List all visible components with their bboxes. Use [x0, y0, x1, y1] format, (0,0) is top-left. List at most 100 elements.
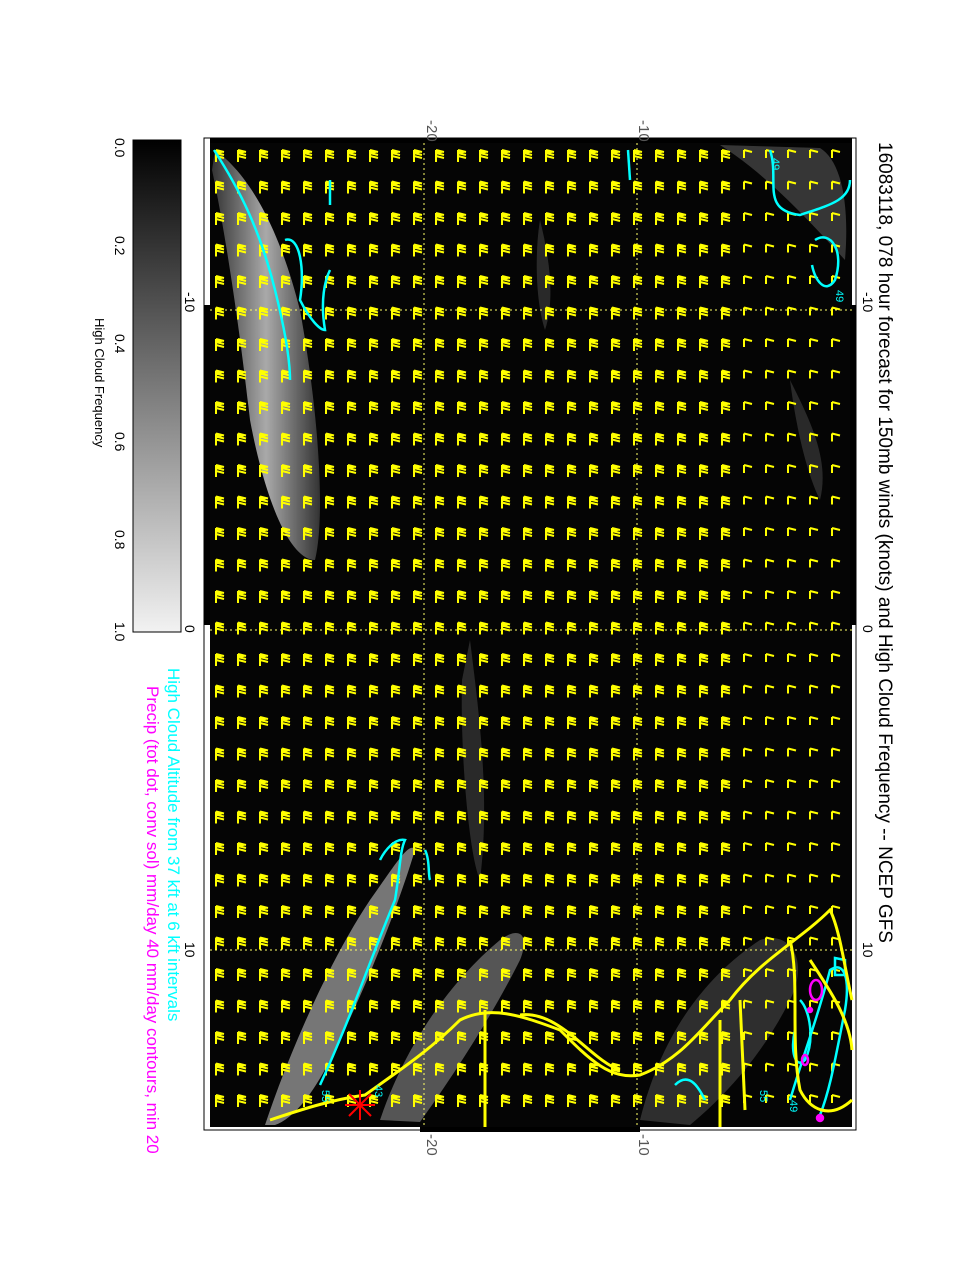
wind-barb-icon — [721, 243, 731, 257]
wind-barb-icon — [809, 905, 819, 914]
wind-barb-icon — [655, 873, 665, 887]
wind-barb-icon — [303, 621, 313, 635]
wind-barb-icon — [611, 779, 621, 792]
wind-barb-icon — [655, 716, 665, 729]
wind-barb-icon — [765, 1031, 775, 1040]
wind-barb-icon — [435, 1031, 445, 1044]
wind-barb-icon — [545, 464, 555, 477]
wind-barb-icon — [259, 590, 269, 603]
wind-barb-icon — [347, 999, 357, 1013]
wind-barb-icon — [215, 275, 225, 288]
wind-barb-icon — [347, 810, 357, 824]
wind-barb-icon — [281, 1094, 291, 1107]
wind-barb-icon — [435, 180, 445, 194]
wind-barb-icon — [787, 369, 797, 379]
wind-barb-icon — [325, 432, 335, 446]
wind-barb-icon — [831, 464, 841, 473]
colorbar-tick: 0.4 — [112, 334, 128, 354]
wind-barb-icon — [237, 1062, 247, 1076]
wind-barb-icon — [567, 716, 577, 729]
wind-barb-icon — [831, 590, 841, 599]
tick-left-1: -10 — [182, 292, 198, 313]
wind-barb-icon — [347, 1062, 357, 1076]
wind-barb-icon — [677, 149, 687, 162]
wind-barb-icon — [523, 999, 533, 1013]
wind-barb-icon — [567, 243, 577, 257]
wind-barb-icon — [369, 243, 379, 257]
wind-barb-icon — [589, 1031, 599, 1044]
wind-barb-icon — [391, 306, 401, 320]
wind-barb-icon — [391, 968, 401, 981]
wind-barb-icon — [457, 495, 467, 509]
wind-barb-icon — [501, 810, 511, 824]
wind-barb-icon — [391, 1031, 401, 1044]
wind-barb-icon — [787, 621, 797, 631]
wind-barb-icon — [413, 1031, 423, 1044]
wind-barb-icon — [501, 306, 511, 320]
wind-barb-icon — [457, 873, 467, 887]
wind-barb-icon — [479, 747, 489, 761]
wind-barb-icon — [677, 1062, 687, 1076]
tick-top-2: -10 — [635, 120, 652, 142]
wind-barb-icon — [325, 716, 335, 729]
wind-barb-icon — [501, 401, 511, 414]
wind-barb-icon — [809, 842, 819, 851]
wind-barb-icon — [611, 306, 621, 320]
wind-barb-icon — [743, 243, 753, 253]
wind-barb-icon — [237, 716, 247, 729]
wind-barb-icon — [523, 716, 533, 729]
wind-barb-icon — [655, 149, 665, 162]
wind-barb-icon — [215, 590, 225, 603]
wind-barb-icon — [237, 968, 247, 981]
wind-barb-icon — [523, 464, 533, 477]
wind-barb-icon — [523, 905, 533, 918]
wind-barb-icon — [831, 1031, 841, 1040]
wind-barb-icon — [699, 842, 709, 855]
wind-barb-icon — [611, 401, 621, 414]
wind-barb-icon — [391, 999, 401, 1013]
wind-barb-icon — [391, 905, 401, 918]
wind-barb-icon — [281, 275, 291, 288]
wind-barb-icon — [215, 495, 225, 509]
wind-barb-icon — [457, 212, 467, 225]
wind-barb-icon — [655, 527, 665, 540]
wind-barb-icon — [655, 653, 665, 666]
wind-barb-icon — [413, 779, 423, 792]
wind-barb-icon — [831, 212, 841, 221]
wind-barb-icon — [479, 369, 489, 383]
wind-barb-icon — [479, 936, 489, 950]
wind-barb-icon — [413, 495, 423, 509]
wind-barb-icon — [479, 999, 489, 1013]
wind-barb-icon — [215, 149, 225, 162]
wind-barb-icon — [215, 401, 225, 414]
contour-labels: 49 49 43 55 49 55 — [319, 158, 845, 1112]
colorbar-label: High Cloud Frequency — [92, 318, 107, 448]
wind-barb-icon — [347, 495, 357, 509]
wind-barb-icon — [413, 590, 423, 603]
wind-barb-icon — [699, 558, 709, 572]
wind-barb-icon — [501, 684, 511, 698]
wind-barb-icon — [369, 149, 379, 162]
wind-barb-icon — [633, 306, 643, 320]
wind-barb-icon — [633, 968, 643, 981]
wind-barb-icon — [479, 779, 489, 792]
wind-barb-icon — [435, 810, 445, 824]
wind-barb-icon — [501, 369, 511, 383]
wind-barb-icon — [589, 779, 599, 792]
colorbar-tick: 0.8 — [112, 530, 128, 550]
wind-barb-icon — [699, 968, 709, 981]
wind-barb-icon — [501, 495, 511, 509]
wind-barb-icon — [699, 275, 709, 288]
wind-barb-icon — [589, 968, 599, 981]
wind-barb-icon — [633, 180, 643, 194]
wind-barb-icon — [677, 1094, 687, 1107]
wind-barb-icon — [787, 432, 797, 442]
wind-barb-icon — [325, 464, 335, 477]
wind-barb-icon — [303, 212, 313, 225]
wind-barb-icon — [743, 968, 753, 977]
wind-barb-icon — [281, 1062, 291, 1076]
wind-barb-icon — [633, 842, 643, 855]
wind-barb-icon — [501, 905, 511, 918]
wind-barb-icon — [347, 527, 357, 540]
wind-barb-icon — [479, 495, 489, 509]
